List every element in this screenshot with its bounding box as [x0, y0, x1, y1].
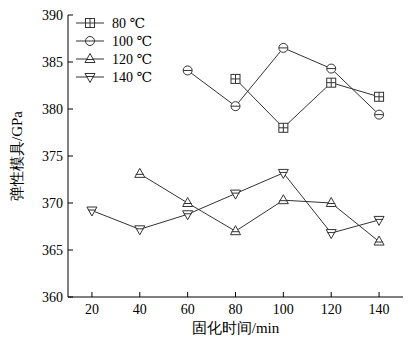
data-point	[87, 207, 97, 216]
y-tick-label: 380	[42, 102, 63, 117]
x-tick	[283, 292, 284, 297]
marker-detail	[279, 47, 288, 48]
x-tick-label: 140	[369, 302, 390, 317]
data-point	[375, 92, 384, 101]
marker-detail	[375, 114, 384, 115]
y-axis-label: 弹性模具/GPa	[9, 111, 25, 201]
y-tick	[68, 109, 73, 110]
marker-detail	[279, 123, 288, 132]
x-tick	[91, 292, 92, 297]
x-tick-label: 100	[273, 302, 294, 317]
marker-detail	[136, 228, 144, 229]
data-point	[231, 226, 241, 235]
series-line	[188, 48, 379, 115]
data-point	[183, 66, 192, 75]
legend: 80 ℃ 100 ℃ 120 ℃ 140 ℃	[76, 16, 152, 85]
marker-detail	[232, 193, 240, 194]
y-tick-label: 390	[42, 8, 63, 23]
x-tick	[379, 292, 380, 297]
marker-detail	[183, 70, 192, 71]
y-tick-label: 365	[42, 243, 63, 258]
marker-detail	[232, 231, 240, 232]
data-point	[183, 198, 193, 207]
data-point	[278, 195, 288, 204]
legend-label: 120 ℃	[112, 52, 152, 67]
legend-line	[76, 41, 104, 42]
data-point	[326, 198, 336, 207]
marker-detail	[279, 172, 287, 173]
data-point	[231, 102, 240, 111]
y-tick-label: 375	[42, 149, 63, 164]
data-point	[279, 123, 288, 132]
y-tick-label: 360	[42, 290, 63, 305]
marker-detail	[375, 242, 383, 243]
legend-marker	[86, 19, 95, 28]
data-point	[327, 64, 336, 73]
series-line	[236, 79, 380, 128]
data-point	[374, 236, 384, 245]
marker-detail	[184, 213, 192, 214]
y-tick	[68, 15, 73, 16]
plot-area	[87, 43, 384, 245]
legend-label: 140 ℃	[112, 70, 152, 85]
x-tick-label: 40	[133, 302, 147, 317]
marker-detail	[327, 78, 336, 87]
y-tick-label: 370	[42, 196, 63, 211]
data-point	[374, 216, 384, 225]
data-point	[327, 78, 336, 87]
marker-detail	[327, 232, 335, 233]
marker-detail	[86, 59, 94, 60]
marker-detail	[184, 203, 192, 204]
marker-detail	[279, 200, 287, 201]
y-tick	[68, 203, 73, 204]
data-point	[183, 211, 193, 220]
x-tick-label: 20	[85, 302, 99, 317]
data-point	[375, 110, 384, 119]
legend-marker	[85, 54, 95, 63]
marker-detail	[375, 92, 384, 101]
legend-marker	[86, 37, 95, 46]
y-tick	[68, 297, 73, 298]
x-axis-label: 固化时间/min	[192, 320, 280, 336]
data-point	[326, 230, 336, 239]
data-point	[135, 226, 145, 235]
marker-detail	[86, 76, 94, 77]
x-tick	[235, 292, 236, 297]
data-point	[231, 190, 241, 199]
x-tick-label: 80	[229, 302, 243, 317]
x-tick	[139, 292, 140, 297]
marker-detail	[231, 74, 240, 83]
data-point	[278, 169, 288, 178]
legend-label: 100 ℃	[112, 34, 152, 49]
y-tick	[68, 156, 73, 157]
x-tick	[331, 292, 332, 297]
marker-detail	[375, 219, 383, 220]
data-point	[231, 74, 240, 83]
x-tick-label: 120	[321, 302, 342, 317]
x-tick	[187, 292, 188, 297]
y-tick	[68, 62, 73, 63]
data-point	[279, 43, 288, 52]
marker-detail	[327, 203, 335, 204]
marker-detail	[86, 19, 95, 28]
data-point	[135, 168, 145, 177]
marker-detail	[231, 106, 240, 107]
y-tick	[68, 250, 73, 251]
series-line	[92, 173, 379, 233]
marker-detail	[136, 174, 144, 175]
chart: 20 40 60 80 100 120 140 360 365 370 375 380 385 390 固化…	[0, 0, 418, 343]
marker-detail	[327, 68, 336, 69]
legend-marker	[85, 74, 95, 83]
legend-label: 80 ℃	[112, 16, 145, 31]
marker-detail	[86, 41, 95, 42]
marker-detail	[88, 210, 96, 211]
y-tick-label: 385	[42, 55, 63, 70]
series-line	[140, 174, 379, 242]
x-tick-label: 60	[181, 302, 195, 317]
